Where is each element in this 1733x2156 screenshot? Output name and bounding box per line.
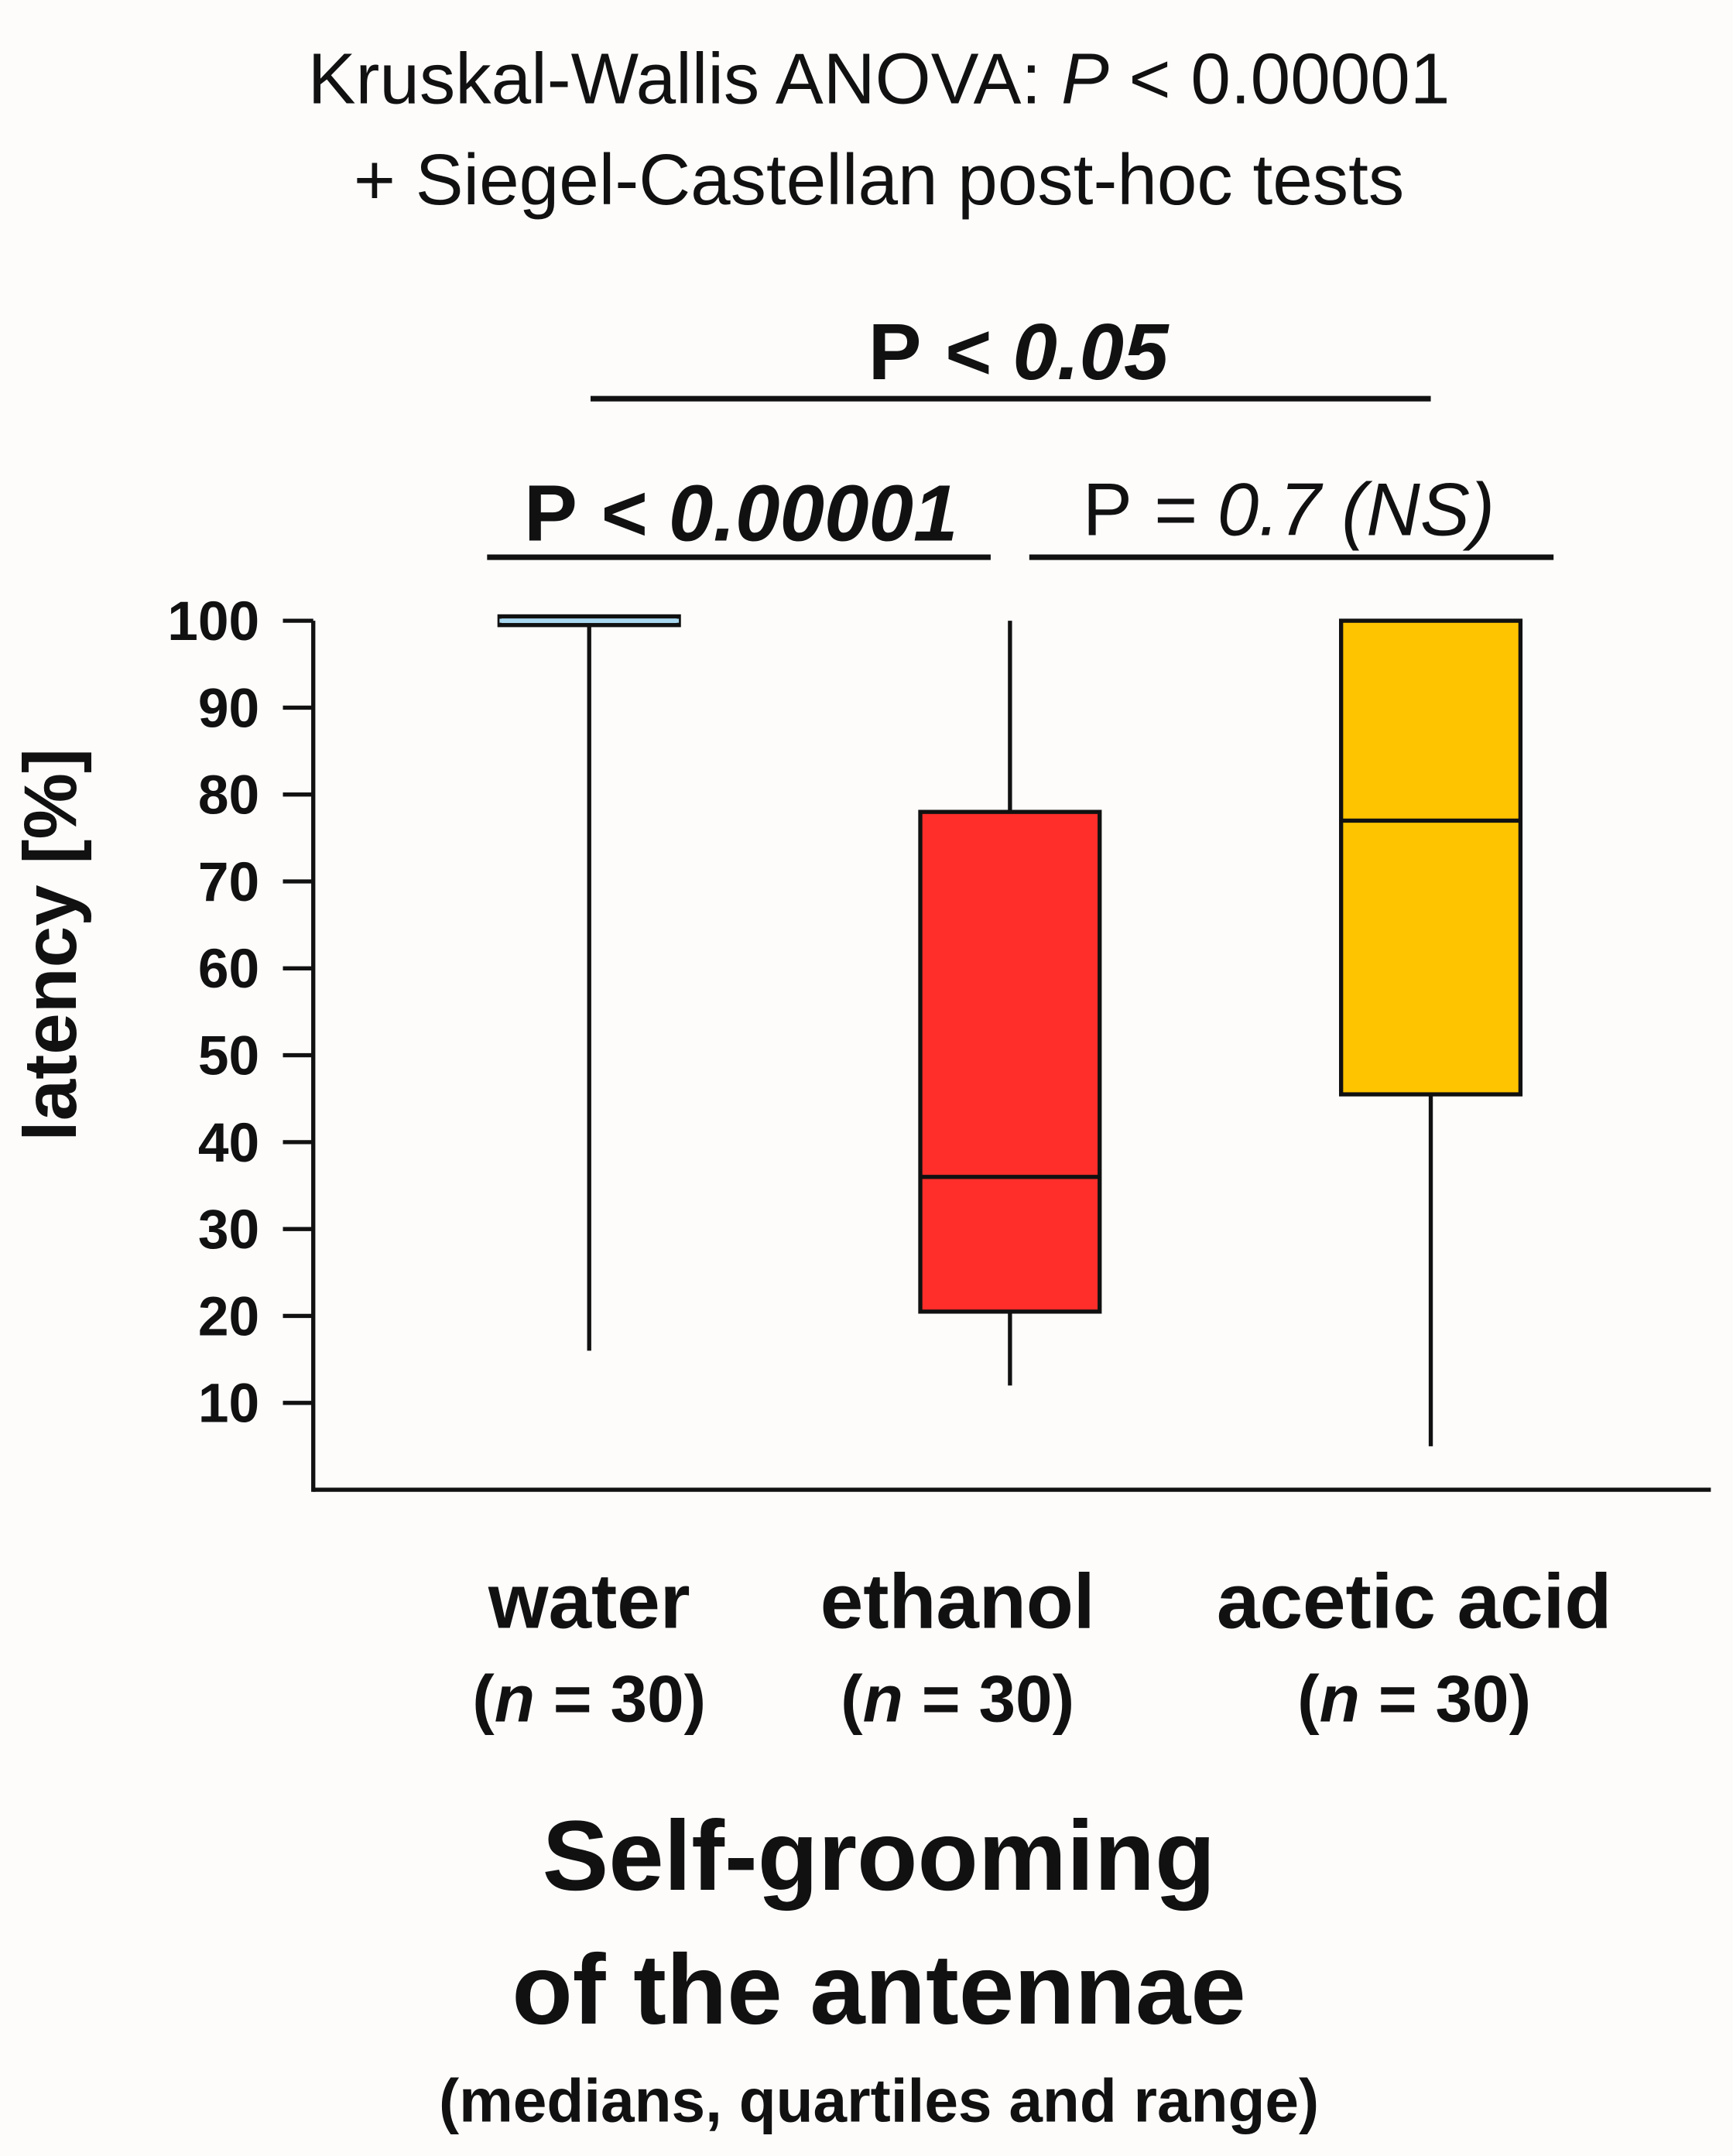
significance-label-part: < 0.05 [922, 306, 1170, 396]
significance-label-part: P [868, 306, 922, 396]
x-tick-note-part: n [863, 1663, 903, 1737]
y-tick-label: 30 [198, 1199, 259, 1261]
chart-title-part: < 0.00001 [1109, 39, 1450, 119]
chart-title: + Siegel-Castellan post-hoc tests [354, 139, 1404, 220]
significance-label-part: = 0.7 (NS) [1132, 469, 1495, 552]
chart-title-part: P [1061, 39, 1109, 119]
box [1338, 618, 1523, 1097]
y-tick-label: 60 [198, 938, 259, 1000]
significance-label-part: P [1083, 469, 1132, 552]
x-tick-note-part: ( [472, 1663, 495, 1737]
y-tick-label: 100 [167, 590, 259, 652]
y-tick-label: 40 [198, 1112, 259, 1174]
significance-label-part: P [524, 468, 577, 558]
y-tick-label: 80 [198, 765, 259, 826]
x-tick-note-part: n [1320, 1663, 1360, 1737]
x-tick-label: acetic acid [1217, 1559, 1611, 1644]
y-tick-label: 10 [198, 1373, 259, 1435]
x-tick-note-part: n [495, 1663, 535, 1737]
y-tick-label: 20 [198, 1285, 259, 1347]
x-tick-note-part: = 30) [903, 1663, 1074, 1737]
significance-label: P < 0.00001 [524, 468, 957, 558]
x-tick-note-part: = 30) [535, 1663, 706, 1737]
x-tick-label: water [488, 1559, 690, 1644]
x-tick-note: (n = 30) [1297, 1663, 1531, 1737]
x-axis-title: of the antennae [512, 1935, 1245, 2045]
box [918, 809, 1102, 1314]
x-tick-note-part: ( [841, 1663, 863, 1737]
significance-label: P < 0.05 [868, 306, 1170, 396]
significance-label: P = 0.7 (NS) [1083, 469, 1495, 552]
x-tick-note: (n = 30) [472, 1663, 706, 1737]
x-tick-label: ethanol [820, 1559, 1095, 1644]
chart-title: Kruskal-Wallis ANOVA: P < 0.00001 [308, 39, 1450, 119]
x-axis-subtitle: (medians, quartiles and range) [439, 2066, 1319, 2134]
y-tick-label: 50 [198, 1025, 259, 1087]
y-tick-label: 90 [198, 677, 259, 739]
y-tick-label: 70 [198, 851, 259, 913]
significance-label-part: < 0.00001 [577, 468, 958, 558]
x-axis-title: Self-grooming [543, 1801, 1216, 1911]
x-tick-note-part: = 30) [1360, 1663, 1531, 1737]
chart-title-part: Kruskal-Wallis ANOVA: [308, 39, 1061, 119]
x-tick-note: (n = 30) [841, 1663, 1074, 1737]
x-tick-note-part: ( [1297, 1663, 1320, 1737]
chart-title-part: + Siegel-Castellan post-hoc tests [354, 139, 1404, 220]
y-axis-label: latency [%] [9, 748, 92, 1141]
